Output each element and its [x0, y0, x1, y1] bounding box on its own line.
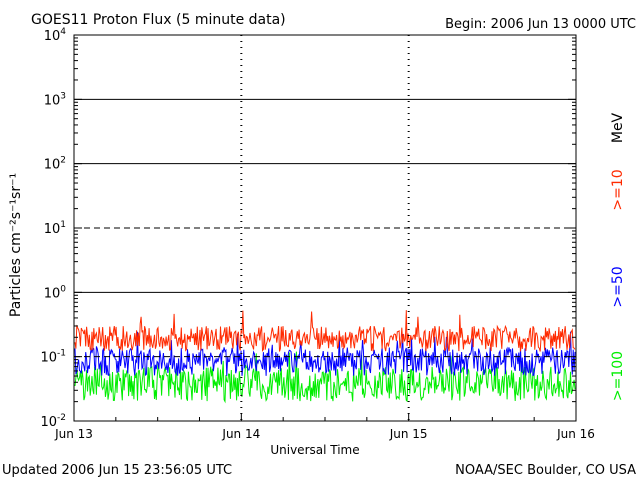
y-tick-labels: 10-2 10-1 100 101 102 103 104 [40, 27, 66, 430]
x-tick-labels: Jun 13 Jun 14 Jun 15 Jun 16 [54, 427, 595, 441]
series-line-ge10 [74, 310, 576, 353]
updated-timestamp: Updated 2006 Jun 15 23:56:05 UTC [2, 463, 232, 478]
y-tick-label-5: 103 [44, 91, 66, 108]
series-layer [74, 310, 576, 404]
legend-ge10: >=10 [610, 169, 626, 210]
x-tick-label-0: Jun 13 [54, 427, 93, 441]
y-tick-label-0: 10-2 [40, 413, 66, 430]
credit-text: NOAA/SEC Boulder, CO USA [455, 463, 636, 478]
begin-date: Begin: 2006 Jun 13 0000 UTC [445, 17, 636, 32]
series-line-ge50 [74, 331, 576, 377]
x-axis-label: Universal Time [270, 443, 359, 457]
x-tick-label-1: Jun 14 [221, 427, 260, 441]
y-tick-label-6: 104 [44, 27, 67, 44]
y-tick-label-2: 100 [44, 284, 67, 301]
chart-title: GOES11 Proton Flux (5 minute data) [31, 12, 286, 28]
y-tick-label-1: 10-1 [40, 349, 66, 366]
plot-frame [73, 34, 577, 422]
x-tick-label-3: Jun 16 [556, 427, 595, 441]
energy-unit-label: MeV [610, 112, 626, 143]
grid-layer [73, 34, 577, 422]
y-tick-label-3: 101 [44, 220, 66, 237]
y-axis-label: Particles cm⁻²s⁻¹sr⁻¹ [8, 173, 24, 317]
x-tick-label-2: Jun 15 [389, 427, 428, 441]
y-tick-label-4: 102 [44, 156, 66, 173]
legend-ge50: >=50 [610, 266, 626, 307]
legend-ge100: >=100 [610, 351, 626, 401]
